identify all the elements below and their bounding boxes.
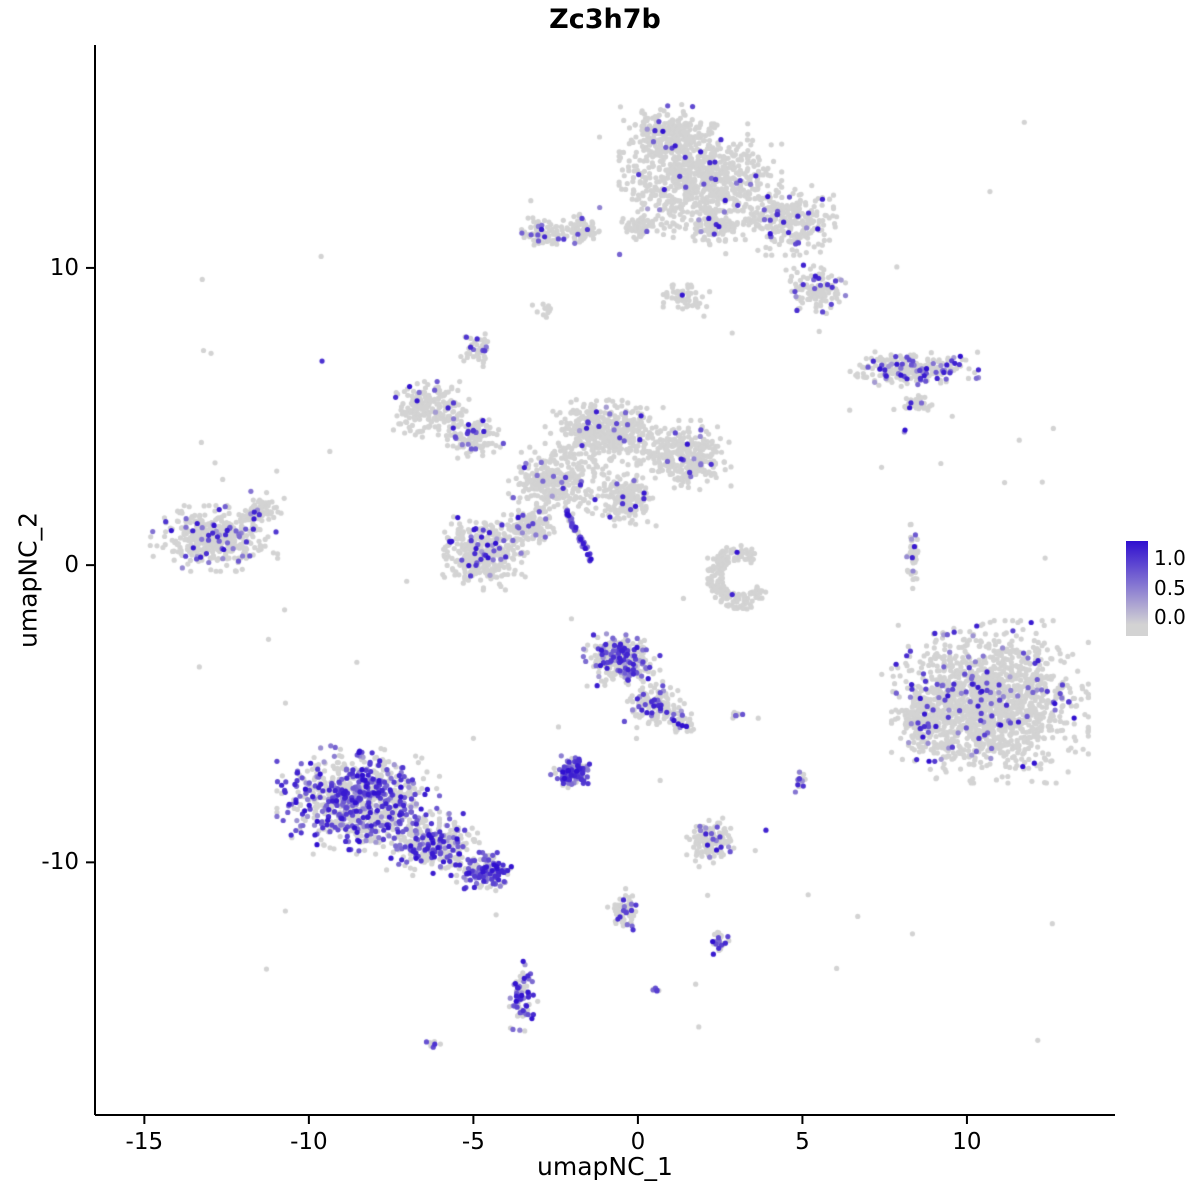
y-tick-label: 10 bbox=[49, 254, 79, 281]
colorbar-legend: 1.0 0.5 0.0 bbox=[1126, 541, 1200, 639]
x-tick-label: -10 bbox=[290, 1129, 328, 1155]
x-tick-label: -5 bbox=[461, 1129, 485, 1155]
colorbar-tick-label: 0.5 bbox=[1154, 576, 1186, 600]
x-tick-label: -15 bbox=[125, 1129, 164, 1155]
colorbar-tick-label: 0.0 bbox=[1154, 605, 1186, 629]
colorbar-tick-label: 1.0 bbox=[1154, 546, 1186, 570]
colorbar-gradient bbox=[1126, 541, 1148, 636]
x-tick-label: 5 bbox=[795, 1129, 810, 1155]
x-axis-title: umapNC_1 bbox=[537, 1152, 673, 1181]
x-tick-label: 0 bbox=[630, 1129, 646, 1155]
y-axis-title: umapNC_2 bbox=[13, 512, 43, 648]
y-tick-label: -10 bbox=[41, 849, 79, 876]
y-tick-label: 0 bbox=[64, 552, 79, 579]
x-tick-label: 10 bbox=[952, 1129, 982, 1155]
